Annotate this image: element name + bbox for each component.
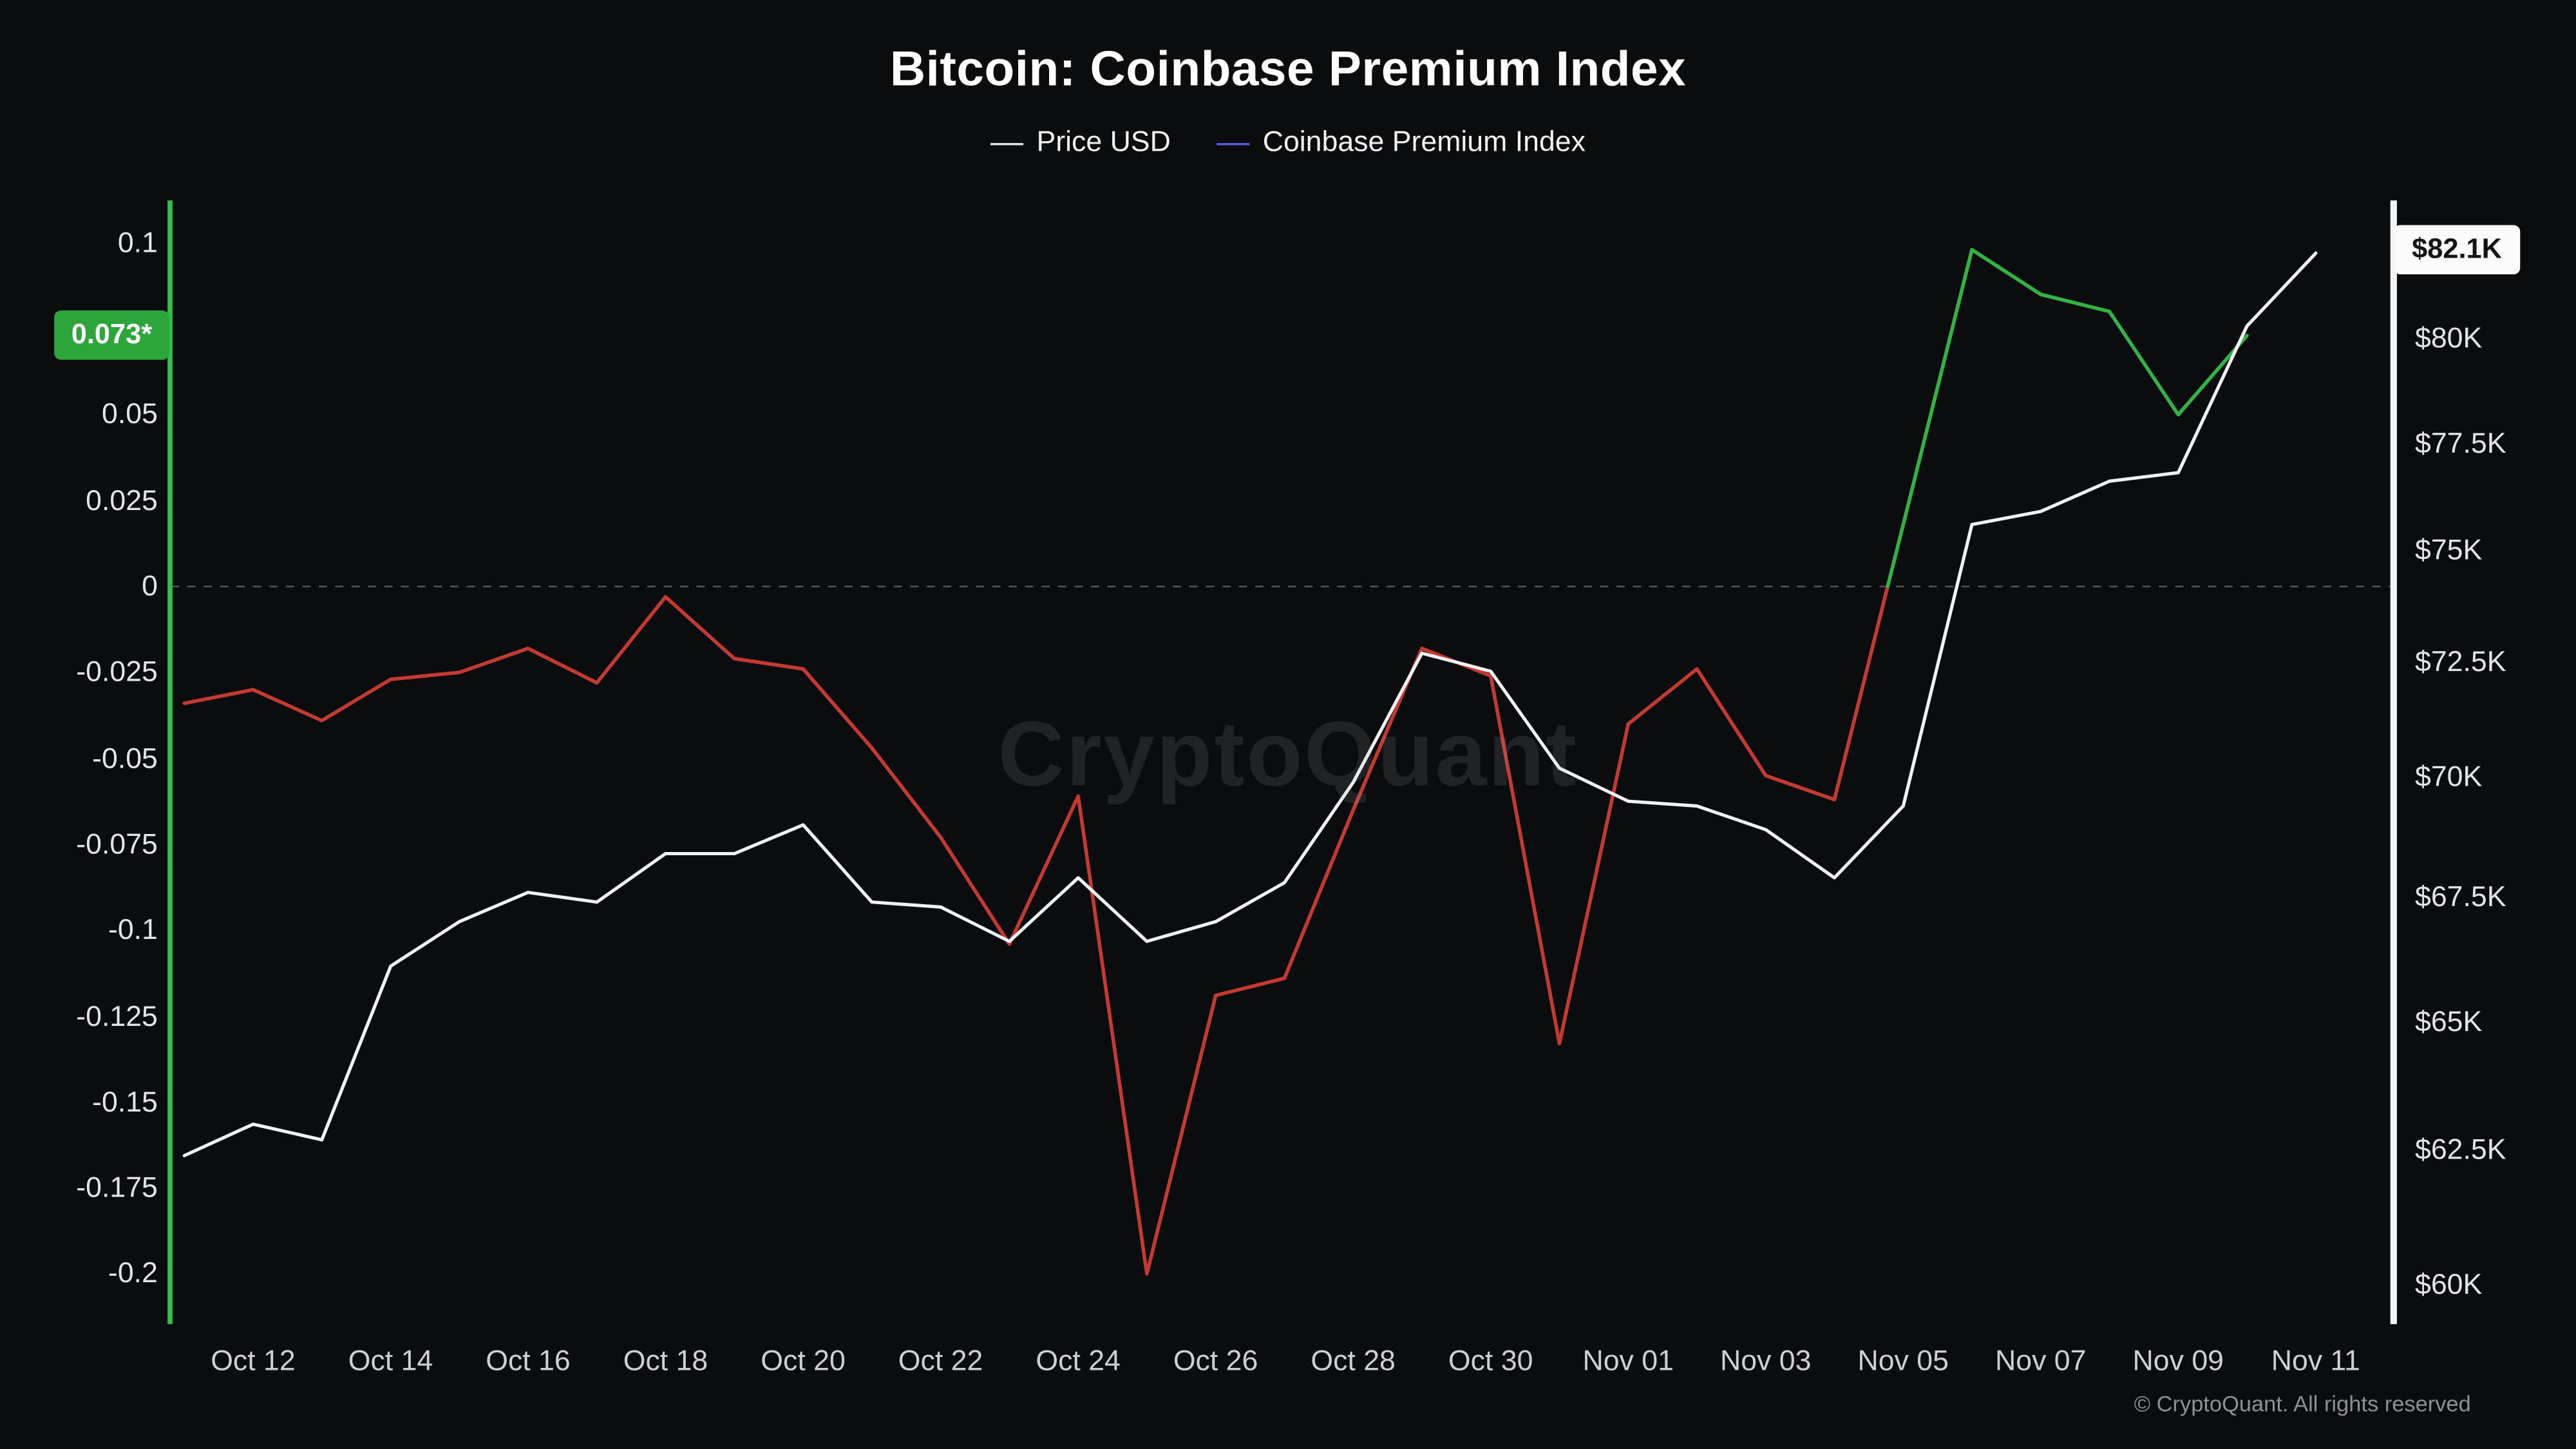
legend-label-coinbase-premium-index: Coinbase Premium Index (1262, 124, 1586, 158)
premium-last-value-badge: 0.073* (54, 310, 169, 360)
premium-line-marker-icon: — (1217, 124, 1250, 160)
chart-legend: — Price USD — Coinbase Premium Index (0, 125, 2576, 160)
chart-title: Bitcoin: Coinbase Premium Index (889, 43, 1687, 97)
premium-index-line-negative (182, 584, 1889, 1276)
premium-index-line-positive (1886, 247, 2249, 589)
price-last-value-badge: $82.1K (2393, 225, 2521, 275)
legend-label-price-usd: Price USD (1036, 124, 1171, 158)
copyright-notice: © CryptoQuant. All rights reserved (2134, 1391, 2471, 1416)
right-axis-line (2390, 200, 2397, 1325)
legend-item-coinbase-premium-index[interactable]: — Coinbase Premium Index (1217, 125, 1586, 160)
price-line-marker-icon: — (990, 124, 1024, 160)
left-axis-line (167, 200, 173, 1325)
price-usd-line (182, 251, 2318, 1157)
legend-item-price-usd[interactable]: — Price USD (990, 125, 1171, 160)
